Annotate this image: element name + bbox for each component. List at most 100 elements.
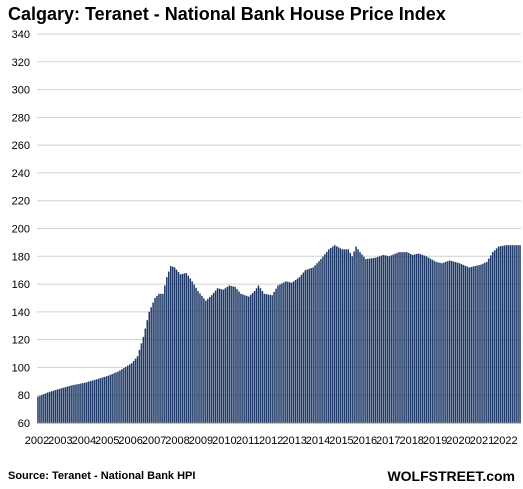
bar [232,286,234,423]
bar [470,266,472,423]
bar [121,369,123,423]
bar [89,381,92,423]
bar [441,263,443,423]
x-tick-label: 2003 [48,435,72,447]
x-tick-label: 2021 [470,435,494,447]
bar [367,258,369,423]
bar [247,296,250,423]
bar [486,261,488,423]
bar [322,256,324,423]
bar [310,268,312,423]
bar [242,294,244,423]
bar [271,295,273,423]
bar [84,382,86,423]
x-tick-label: 2009 [189,435,213,447]
bar [400,252,402,423]
bar [298,277,301,423]
bar [287,281,289,423]
bar [464,265,467,423]
bar [46,392,49,423]
bar [115,372,117,423]
bar [294,279,297,423]
bar [119,370,121,423]
bar [312,267,314,423]
bar [146,320,149,423]
bar [337,247,340,423]
bar [185,272,188,423]
bar [435,261,437,423]
bar [39,395,41,423]
bar [456,262,459,423]
bar [99,378,102,423]
bar [56,389,59,423]
bar [257,285,260,423]
bar [484,262,486,423]
bar [347,249,350,423]
bar [515,245,517,423]
bar [265,294,268,423]
bar [140,343,143,423]
bar [166,277,168,423]
bar [427,257,430,423]
bar [370,258,373,423]
bar [267,294,270,423]
bar [349,252,351,423]
bar [208,297,211,423]
bar [226,286,229,423]
bar [503,245,506,423]
bar [152,302,154,423]
bar [462,264,465,423]
bar [179,274,182,423]
bar [107,375,109,423]
y-tick-label: 140 [12,307,30,319]
bar [199,293,201,423]
bar [125,366,127,423]
bar [64,387,67,423]
x-tick-label: 2022 [493,435,517,447]
bar [443,262,445,423]
bar [296,278,299,423]
x-tick-label: 2014 [306,435,330,447]
bar [87,381,90,423]
bar [365,259,367,423]
bar [474,266,476,423]
bar [359,252,361,423]
bar [249,294,252,423]
bar [187,275,190,423]
source-note: Source: Teranet - National Bank HPI [8,470,196,482]
bar [439,262,441,423]
bar [345,249,348,423]
bar [447,261,449,423]
bar [382,254,385,423]
bar [408,253,410,423]
bar [216,288,219,423]
bar [240,293,242,423]
bar [130,363,133,423]
bar [333,245,336,423]
bar [402,252,404,423]
y-tick-label: 300 [12,85,30,97]
bar [433,260,435,423]
bar [472,266,474,423]
chart-title: Calgary: Teranet - National Bank House P… [8,4,446,24]
bar [511,245,513,423]
y-tick-label: 280 [12,112,30,124]
y-tick-label: 60 [18,418,30,430]
bar [328,249,330,423]
bar [117,371,119,423]
x-tick-label: 2008 [165,435,189,447]
bar [222,289,225,423]
bar [505,245,508,423]
bar [372,257,375,423]
bar [97,378,100,423]
bar [509,245,512,423]
y-tick-label: 220 [12,196,30,208]
bar [331,246,334,423]
bar [128,364,131,423]
bar [142,336,145,423]
bar [60,388,63,423]
bar [281,283,283,423]
bar [214,290,217,423]
bar [413,254,416,423]
bar [404,252,406,423]
